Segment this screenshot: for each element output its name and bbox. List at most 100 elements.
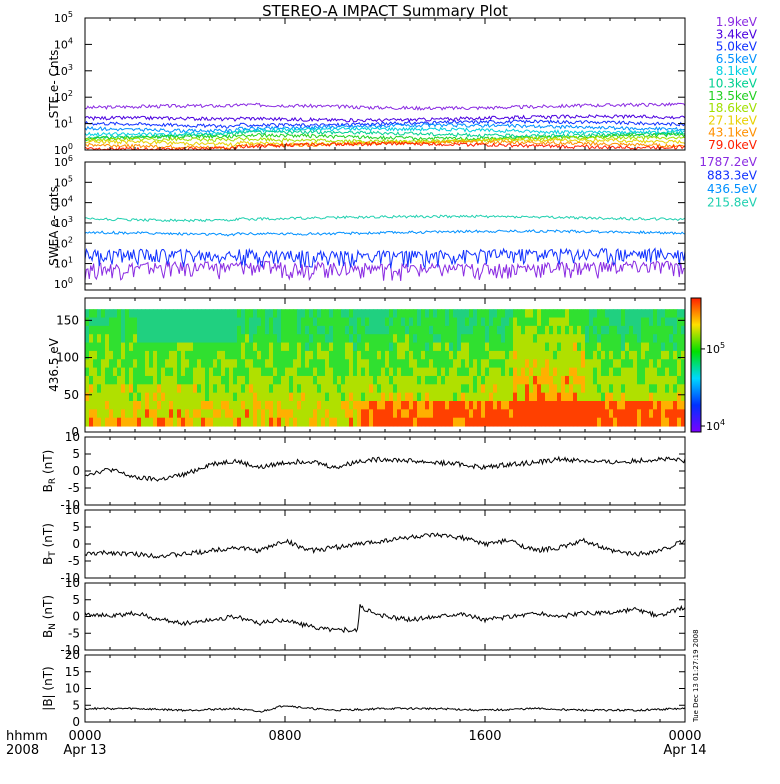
heatmap-cell: [241, 309, 246, 319]
heatmap-cell: [285, 417, 290, 427]
heatmap-cell: [673, 375, 678, 385]
heatmap-cell: [345, 359, 350, 369]
y-axis-label: BN (nT): [41, 595, 58, 638]
heatmap-cell: [309, 409, 314, 419]
heatmap-cell: [617, 359, 622, 369]
heatmap-cell: [417, 359, 422, 369]
heatmap-cell: [429, 409, 434, 419]
heatmap-cell: [129, 325, 134, 335]
heatmap-cell: [425, 350, 430, 360]
heatmap-cell: [169, 334, 174, 344]
heatmap-cell: [381, 359, 386, 369]
heatmap-cell: [397, 342, 402, 352]
heatmap-cell: [253, 325, 258, 335]
heatmap-cell: [513, 309, 518, 319]
heatmap-cell: [461, 334, 466, 344]
heatmap-cell: [633, 317, 638, 327]
heatmap-cell: [433, 334, 438, 344]
heatmap-cell: [397, 367, 402, 377]
heatmap-cell: [193, 417, 198, 427]
heatmap-cell: [361, 384, 366, 394]
heatmap-cell: [309, 384, 314, 394]
heatmap-cell: [313, 334, 318, 344]
heatmap-cell: [181, 392, 186, 402]
heatmap-cell: [125, 401, 130, 410]
heatmap-cell: [157, 309, 162, 319]
heatmap-cell: [105, 384, 110, 394]
heatmap-cell: [213, 384, 218, 394]
heatmap-cell: [661, 401, 666, 410]
heatmap-cell: [669, 417, 674, 427]
heatmap-cell: [441, 409, 446, 419]
heatmap-cell: [497, 401, 502, 410]
heatmap-cell: [601, 325, 606, 335]
heatmap-cell: [573, 342, 578, 352]
heatmap-cell: [101, 384, 106, 394]
heatmap-cell: [593, 375, 598, 385]
heatmap-cell: [273, 359, 278, 369]
heatmap-cell: [253, 367, 258, 377]
heatmap-cell: [361, 309, 366, 319]
heatmap-cell: [109, 325, 114, 335]
heatmap-cell: [169, 417, 174, 427]
heatmap-cell: [501, 334, 506, 344]
heatmap-cell: [601, 334, 606, 344]
heatmap-cell: [445, 417, 450, 427]
heatmap-cell: [573, 409, 578, 419]
heatmap-cell: [297, 350, 302, 360]
heatmap-cell: [625, 392, 630, 402]
heatmap-cell: [653, 350, 658, 360]
heatmap-cell: [561, 392, 566, 402]
heatmap-cell: [573, 384, 578, 394]
heatmap-cell: [621, 409, 626, 419]
heatmap-cell: [121, 409, 126, 419]
heatmap-cell: [125, 384, 130, 394]
heatmap-cell: [585, 317, 590, 327]
heatmap-cell: [669, 367, 674, 377]
heatmap-cell: [669, 309, 674, 319]
heatmap-cell: [121, 417, 126, 427]
heatmap-cell: [617, 375, 622, 385]
heatmap-cell: [441, 401, 446, 410]
heatmap-cell: [125, 342, 130, 352]
heatmap-cell: [489, 350, 494, 360]
heatmap-cell: [589, 350, 594, 360]
heatmap-cell: [365, 384, 370, 394]
y-tick-label: 0: [72, 537, 80, 551]
heatmap-cell: [377, 325, 382, 335]
heatmap-cell: [589, 375, 594, 385]
heatmap-cell: [397, 325, 402, 335]
heatmap-cell: [377, 367, 382, 377]
heatmap-cell: [329, 359, 334, 369]
heatmap-cell: [253, 417, 258, 427]
heatmap-cell: [421, 401, 426, 410]
heatmap-cell: [465, 375, 470, 385]
heatmap-cell: [557, 334, 562, 344]
heatmap-cell: [653, 409, 658, 419]
heatmap-cell: [253, 317, 258, 327]
heatmap-cell: [681, 334, 686, 344]
heatmap-cell: [185, 334, 190, 344]
heatmap-cell: [105, 401, 110, 410]
heatmap-cell: [397, 384, 402, 394]
heatmap-cell: [589, 325, 594, 335]
heatmap-cell: [221, 309, 226, 319]
heatmap-cell: [581, 309, 586, 319]
heatmap-cell: [297, 317, 302, 327]
heatmap-cell: [613, 359, 618, 369]
heatmap-cell: [105, 392, 110, 402]
heatmap-cell: [521, 350, 526, 360]
heatmap-cell: [613, 392, 618, 402]
heatmap-cell: [673, 334, 678, 344]
heatmap-cell: [561, 342, 566, 352]
heatmap-cell: [573, 309, 578, 319]
heatmap-cell: [281, 342, 286, 352]
heatmap-cell: [397, 359, 402, 369]
heatmap-cell: [417, 409, 422, 419]
heatmap-cell: [381, 317, 386, 327]
heatmap-cell: [377, 359, 382, 369]
heatmap-cell: [577, 384, 582, 394]
heatmap-cell: [145, 317, 150, 327]
heatmap-cell: [485, 342, 490, 352]
heatmap-cell: [401, 392, 406, 402]
